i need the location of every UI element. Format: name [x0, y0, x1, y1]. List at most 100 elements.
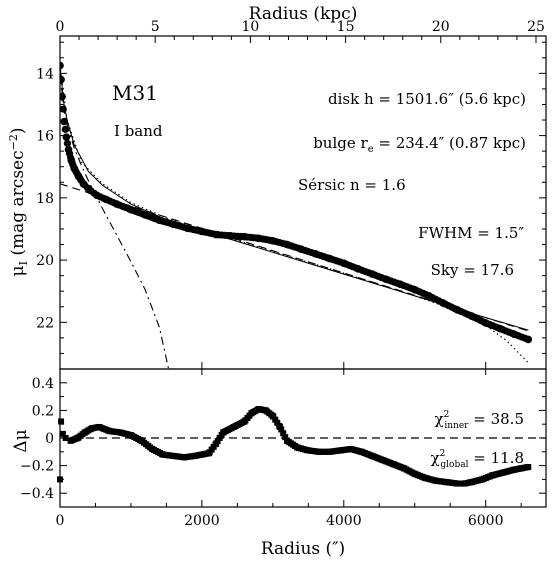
top-axis-tick-label: 25	[527, 19, 545, 35]
lower-x-tick-label: 2000	[184, 513, 220, 529]
residual-point	[269, 412, 276, 419]
lower-x-tick-label: 4000	[326, 513, 362, 529]
residual-point	[401, 465, 408, 472]
profile-point	[112, 200, 121, 208]
profile-point	[481, 319, 490, 327]
residual-point	[454, 480, 461, 487]
band-label: I band	[114, 122, 163, 140]
residual-point	[205, 450, 212, 457]
residual-point	[422, 475, 429, 482]
profile-point	[141, 211, 149, 219]
profile-point	[212, 230, 220, 239]
residual-point	[305, 447, 312, 454]
residual-point	[58, 418, 65, 425]
residual-point	[379, 457, 386, 464]
lower-x-tick-label: 0	[56, 513, 65, 529]
upper-y-tick-label: 16	[36, 129, 54, 145]
residual-point	[274, 419, 281, 426]
residual-point	[181, 454, 188, 461]
lower-y-tick-label: 0.4	[32, 376, 54, 392]
residual-point	[248, 410, 255, 417]
profile-point	[79, 180, 88, 188]
lower-y-tick-label: 0	[45, 431, 54, 447]
residual-point	[479, 476, 486, 483]
profile-point	[283, 240, 291, 249]
residual-point	[117, 429, 124, 436]
upper-y-tick-label: 20	[36, 253, 54, 269]
residual-point	[88, 425, 95, 432]
residual-point	[500, 469, 507, 476]
residual-point	[511, 466, 518, 473]
upper-panel: 0 5 10 15 20 25 14 16 18 20 22 Radius (kpc) μI (ma…	[7, 4, 547, 370]
residual-point	[198, 451, 205, 458]
residual-point	[170, 452, 177, 459]
profile-point	[64, 145, 73, 154]
profile-point	[254, 234, 263, 243]
lower-panel: 0 2000 4000 6000−0.4−0.200.20.4 Radius (″) …	[11, 368, 547, 559]
residual-point	[294, 444, 301, 451]
fwhm-label: FWHM = 1.5″	[418, 224, 524, 242]
profile-point	[240, 232, 249, 241]
residual-point	[489, 472, 496, 479]
profile-point	[339, 259, 348, 267]
chi-global-label: χ2 global = 11.8	[431, 449, 524, 470]
profile-point	[60, 75, 65, 84]
profile-point	[439, 299, 447, 307]
profile-point	[155, 216, 164, 225]
residual-point	[280, 430, 287, 437]
top-axis-tick-label: 10	[241, 19, 259, 35]
residual-point	[262, 407, 269, 414]
profile-point	[226, 232, 235, 240]
chi-inner-label: χ2 inner = 38.5	[435, 410, 524, 431]
lower-y-tick-label: −0.4	[20, 486, 54, 502]
profile-point	[61, 125, 69, 133]
profile-point	[368, 270, 376, 278]
profile-point	[510, 330, 518, 338]
residual-point	[127, 432, 134, 439]
residual-point	[230, 423, 237, 430]
residual-point	[518, 465, 525, 472]
residual-point	[241, 418, 248, 425]
residual-point	[315, 448, 322, 455]
residual-point	[138, 437, 145, 444]
residual-point	[191, 452, 198, 459]
top-axis-tick-label: 15	[337, 19, 355, 35]
profile-point	[62, 133, 71, 141]
upper-y-tick-label: 18	[36, 191, 54, 207]
galaxy-label: M31	[112, 81, 158, 105]
sersic-index-label: Sérsic n = 1.6	[298, 176, 406, 194]
profile-point	[102, 195, 110, 204]
residual-point	[468, 479, 475, 486]
profile-point	[63, 139, 72, 147]
sky-label: Sky = 17.6	[431, 261, 514, 279]
residual-point	[358, 448, 365, 455]
residual-point	[433, 477, 440, 484]
top-axis-tick-label: 20	[432, 19, 450, 35]
residual-point	[220, 429, 227, 436]
profile-point	[183, 224, 192, 233]
bulge-radius-label: bulge re = 234.4″ (0.87 kpc)	[313, 134, 526, 155]
profile-point	[396, 280, 405, 289]
profile-point	[425, 292, 433, 300]
residual-point	[443, 479, 450, 486]
residual-point	[347, 446, 354, 453]
profile-point	[467, 312, 476, 320]
residual-point	[411, 470, 418, 477]
residual-point	[106, 428, 113, 435]
residual-point	[390, 461, 397, 468]
residual-point	[57, 476, 63, 483]
profile-point	[410, 285, 419, 294]
profile-point	[524, 335, 533, 344]
profile-point	[85, 186, 94, 194]
profile-point	[93, 191, 101, 200]
profile-point	[60, 117, 69, 126]
disk-scale-label: disk h = 1501.6″ (5.6 kpc)	[328, 90, 526, 108]
alternative-model-line	[60, 65, 529, 364]
profile-point	[269, 236, 277, 245]
residual-point	[525, 463, 532, 470]
residual-point	[81, 429, 88, 436]
upper-y-tick-label: 14	[36, 66, 54, 82]
upper-series-group	[60, 61, 533, 369]
profile-point	[325, 254, 334, 263]
